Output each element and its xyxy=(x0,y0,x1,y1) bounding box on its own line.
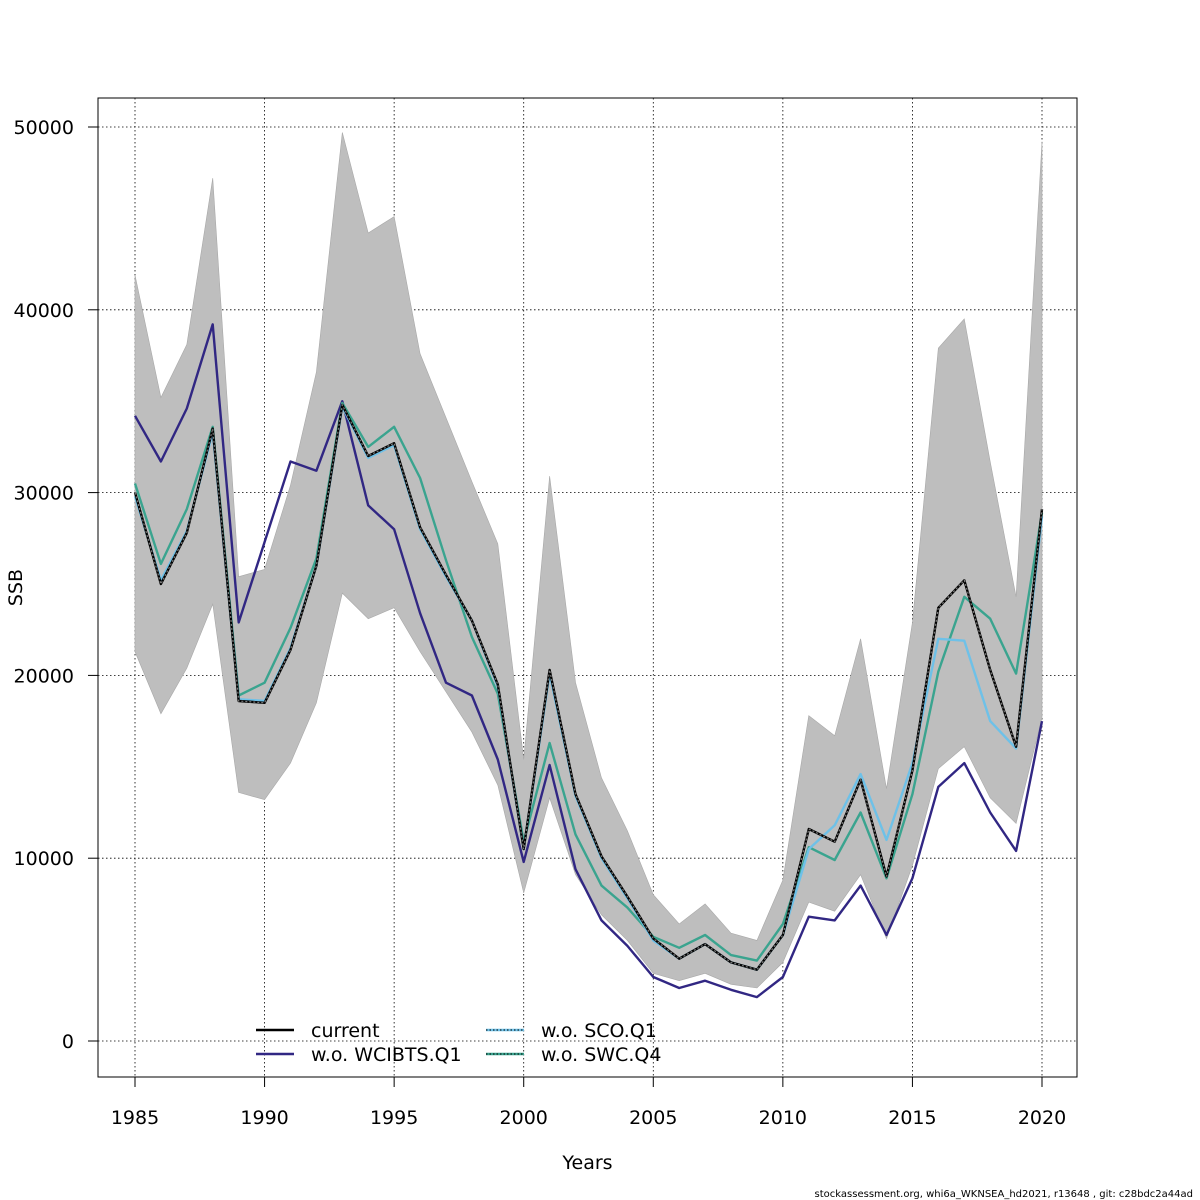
confidence-band xyxy=(134,132,1043,989)
x-tick-label-2000: 2000 xyxy=(500,1107,548,1129)
series-lines xyxy=(133,323,1044,999)
y-tick-label-50000: 50000 xyxy=(14,117,74,139)
x-axis: 1985 1990 1995 2000 2005 2010 2015 2020 xyxy=(111,1076,1066,1129)
series-line-w-o-wcibts-q1 xyxy=(133,323,1044,999)
x-axis-title: Years xyxy=(561,1152,612,1174)
y-tick-label-0: 0 xyxy=(62,1031,74,1053)
y-axis-title: SSB xyxy=(5,569,27,606)
x-tick-label-1990: 1990 xyxy=(240,1107,288,1129)
legend-label-w-o-sco-q1: w.o. SCO.Q1 xyxy=(541,1020,657,1042)
series-line-current-overlay xyxy=(134,402,1043,971)
confidence-band-area xyxy=(134,132,1043,989)
x-tick-label-2005: 2005 xyxy=(629,1107,677,1129)
y-tick-label-20000: 20000 xyxy=(14,665,74,687)
series-line-w-o-swc-q4 xyxy=(133,401,1044,962)
legend-label-w-o-swc-q4: w.o. SWC.Q4 xyxy=(541,1044,661,1066)
x-tick-label-2020: 2020 xyxy=(1018,1107,1066,1129)
y-tick-label-10000: 10000 xyxy=(14,848,74,870)
y-axis: 0 10000 20000 30000 40000 50000 xyxy=(14,117,99,1053)
x-tick-label-2010: 2010 xyxy=(759,1107,807,1129)
x-tick-label-1985: 1985 xyxy=(111,1107,159,1129)
footer-text: stockassessment.org, whi6a_WKNSEA_hd2021… xyxy=(815,1189,1193,1200)
x-tick-label-1995: 1995 xyxy=(370,1107,418,1129)
y-tick-label-30000: 30000 xyxy=(14,483,74,505)
y-tick-label-40000: 40000 xyxy=(14,300,74,322)
legend-label-w-o-wcibts-q1: w.o. WCIBTS.Q1 xyxy=(311,1044,462,1066)
legend-label-current: current xyxy=(311,1020,380,1042)
x-tick-label-2015: 2015 xyxy=(888,1107,936,1129)
